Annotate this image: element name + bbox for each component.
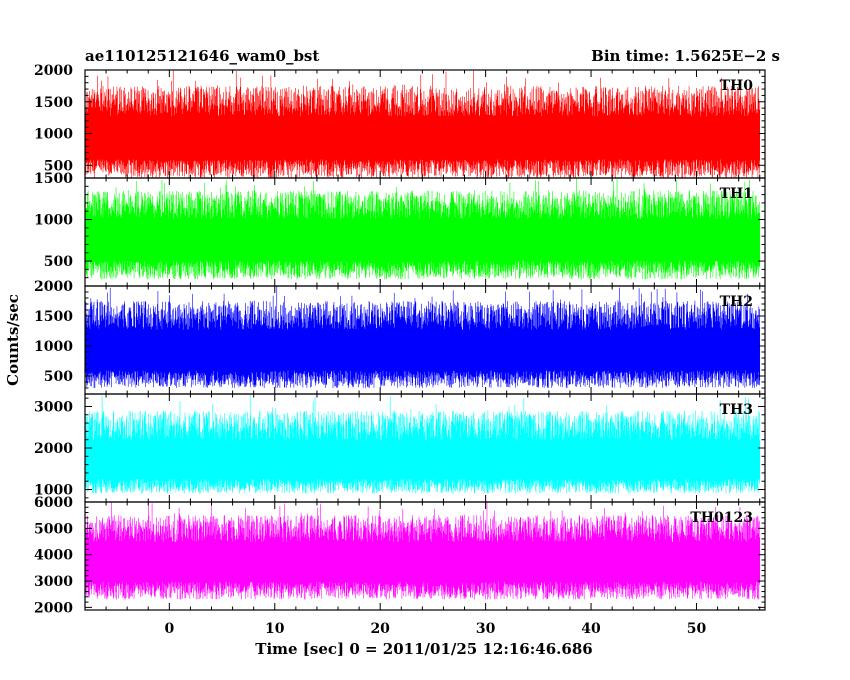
y-tick-label: 1000 [34, 483, 73, 499]
y-tick-label: 1000 [34, 127, 73, 143]
series-th0 [84, 70, 761, 178]
panel-label: TH0123 [690, 510, 753, 526]
panels: 500100015002000TH050010001500TH150010001… [34, 63, 766, 616]
y-tick-label: 2000 [34, 441, 73, 457]
x-axis-label: Time [sec] 0 = 2011/01/25 12:16:46.686 [255, 640, 592, 658]
x-tick-labels: 0 10 20 30 40 50 [164, 621, 706, 637]
y-tick-label: 2000 [34, 279, 73, 295]
y-tick-label: 1000 [34, 339, 73, 355]
panel-th2: 500 1000 1500 2000 TH2 [34, 279, 766, 395]
y-tick-label: 500 [44, 158, 73, 174]
x-tick-label: 40 [581, 621, 601, 637]
y-tick-label: 500 [44, 254, 73, 270]
series-th1 [84, 178, 761, 280]
x-tick-label: 0 [164, 621, 174, 637]
series-th0123 [84, 502, 761, 600]
panel-th0123: 2000 3000 4000 5000 6000 TH0123 [34, 495, 766, 616]
y-tick-label: 2000 [34, 63, 73, 79]
x-tick-label: 10 [265, 621, 285, 637]
x-tick-label: 20 [370, 621, 390, 637]
x-tick-label: 50 [687, 621, 707, 637]
y-tick-label: 6000 [34, 495, 73, 511]
y-tick-label: 1500 [34, 95, 73, 111]
y-tick-label: 2000 [34, 600, 73, 616]
panel-label: TH2 [720, 294, 753, 310]
series-th2 [84, 286, 761, 388]
y-axis-label: Counts/sec [4, 294, 22, 386]
y-tick-label: 3000 [34, 399, 73, 415]
panel-label: TH0 [720, 78, 754, 94]
panel-th1: 500 1000 1500 TH1 [34, 171, 766, 287]
x-tick-label: 30 [476, 621, 496, 637]
y-tick-label: 1500 [34, 171, 73, 187]
y-tick-label: 500 [44, 369, 73, 385]
y-tick-label: 1500 [34, 309, 73, 325]
bin-time-label: Bin time: 1.5625E−2 s [591, 47, 780, 65]
y-tick-label: 3000 [34, 574, 73, 590]
series-th3 [84, 395, 761, 494]
y-tick-label: 1000 [34, 213, 73, 229]
panel-th0: 500 1000 1500 2000 TH0 [34, 63, 766, 179]
panel-frame [84, 501, 766, 611]
chart-title: ae110125121646_wam0_bst [85, 47, 319, 65]
y-tick-label: 5000 [34, 521, 73, 537]
panel-th3: 1000 2000 3000 TH3 [34, 393, 766, 503]
panel-label: TH3 [720, 402, 753, 418]
panel-label: TH1 [720, 186, 753, 202]
y-tick-label: 4000 [34, 548, 73, 564]
